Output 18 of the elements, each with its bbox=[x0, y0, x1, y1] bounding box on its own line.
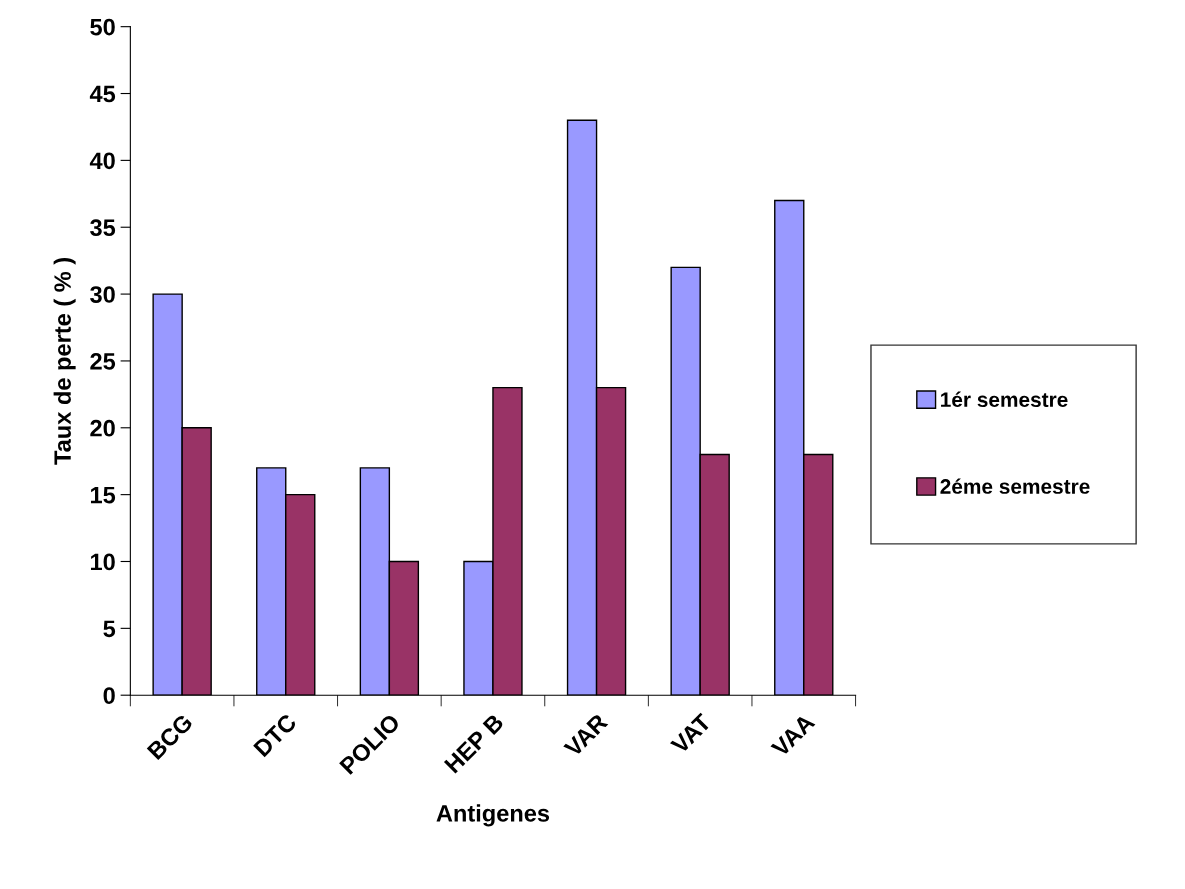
legend-label: 2éme semestre bbox=[940, 478, 1090, 494]
x-axis-title: Antigenes bbox=[436, 804, 550, 827]
y-tick-label: 40 bbox=[89, 152, 115, 170]
y-tick-label: 20 bbox=[90, 419, 115, 437]
y-tick-label: 30 bbox=[90, 286, 115, 303]
y-tick-label: 35 bbox=[90, 219, 116, 237]
x-tick-label: VAR bbox=[563, 712, 609, 758]
x-tick-label: VAT bbox=[669, 712, 713, 755]
x-tick-label: VAA bbox=[770, 712, 816, 758]
y-tick-label: 50 bbox=[90, 18, 115, 36]
legend-label: 1ér semestre bbox=[941, 391, 1068, 408]
y-tick-label: 25 bbox=[90, 353, 116, 370]
y-axis-title: Taux de perte ( % ) bbox=[53, 258, 76, 465]
y-tick-label: 10 bbox=[90, 553, 115, 571]
y-tick-label: 45 bbox=[89, 85, 116, 103]
y-tick-label: 0 bbox=[103, 687, 115, 704]
y-tick-label: 15 bbox=[90, 486, 116, 504]
y-tick-label: 5 bbox=[103, 620, 116, 638]
